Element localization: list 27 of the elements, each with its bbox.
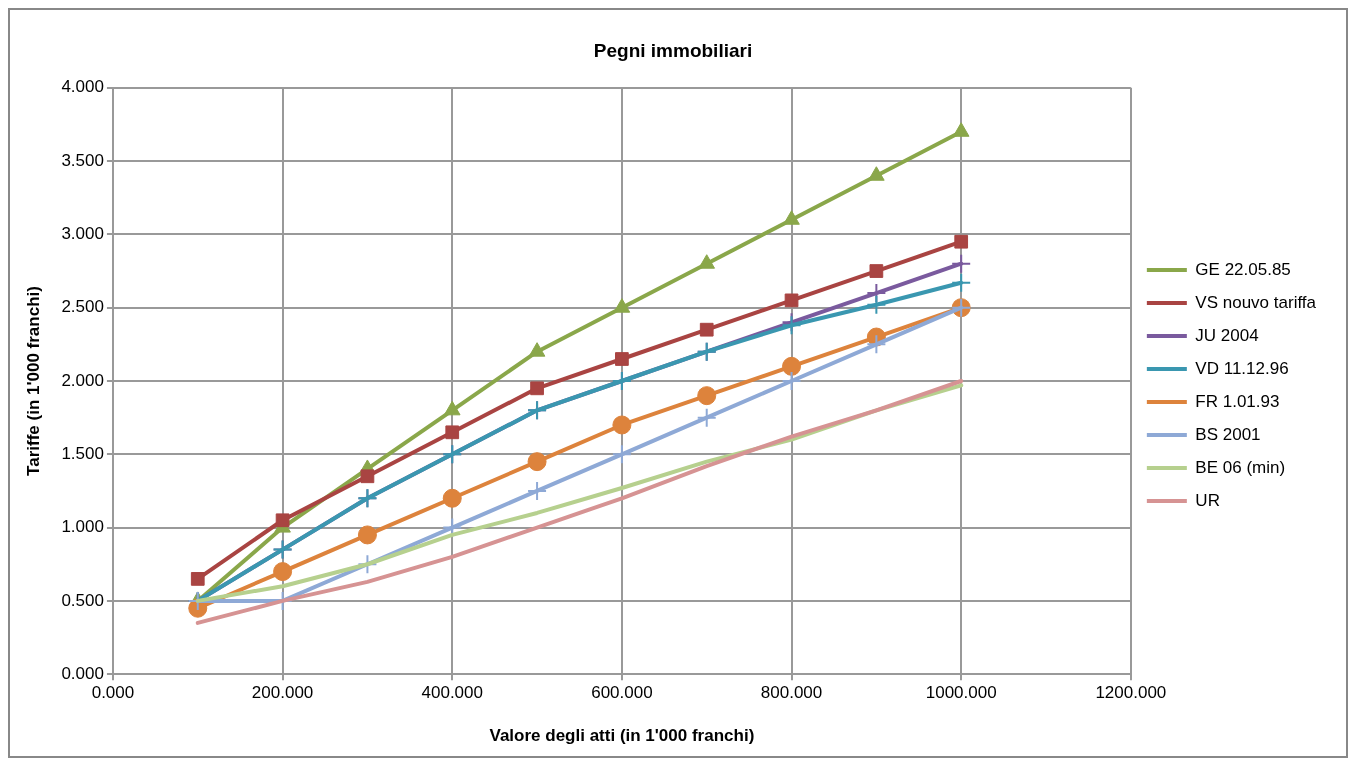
y-tick-label: 0.500: [61, 590, 104, 610]
x-tick-label: 800.000: [760, 683, 823, 703]
y-tick-label: 1.500: [61, 443, 104, 463]
x-tick-label: 200.000: [251, 683, 314, 703]
legend-label: UR: [1195, 490, 1220, 510]
x-axis-title: Valore degli atti (in 1'000 franchi): [489, 726, 755, 746]
y-tick-label: 2.500: [61, 297, 104, 317]
legend-label: VS nouvo tariffa: [1195, 292, 1317, 312]
y-tick-label: 0.000: [61, 663, 104, 683]
x-tick-label: 0.000: [91, 683, 135, 703]
y-tick-label: 3.500: [61, 150, 104, 170]
legend-label: GE 22.05.85: [1195, 259, 1291, 279]
y-axis-title: Tariffe (in 1'000 franchi): [23, 286, 43, 476]
y-tick-label: 1.000: [61, 517, 104, 537]
y-tick-label: 4.000: [61, 77, 104, 97]
legend-label: JU 2004: [1195, 325, 1259, 345]
y-tick-label: 2.000: [61, 370, 104, 390]
legend-label: VD 11.12.96: [1195, 358, 1289, 378]
x-tick-label: 1000.000: [925, 683, 997, 703]
chart-title: Pegni immobiliari: [593, 39, 753, 61]
y-tick-label: 3.000: [61, 224, 104, 244]
legend-label: BE 06 (min): [1195, 457, 1286, 477]
x-tick-label: 400.000: [421, 683, 483, 703]
x-tick-label: 1200.000: [1095, 683, 1167, 703]
legend-label: FR 1.01.93: [1195, 391, 1280, 411]
legend-label: BS 2001: [1195, 424, 1261, 444]
x-tick-label: 600.000: [591, 683, 653, 703]
